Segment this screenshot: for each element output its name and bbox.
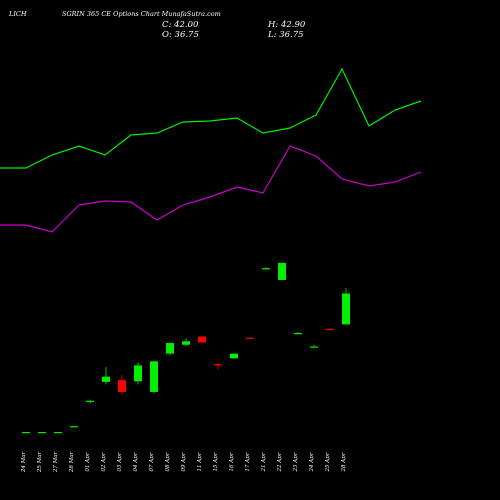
x-tick-label: 04 Apr	[133, 452, 139, 471]
x-tick-label: 23 Apr	[293, 452, 299, 472]
x-tick-label: 08 Apr	[165, 452, 171, 471]
x-tick-label: 17 Apr	[245, 452, 251, 471]
candle-body	[166, 343, 174, 354]
symbol-label: LICH	[9, 10, 27, 18]
x-tick-label: 24 Mar	[21, 451, 27, 473]
high-readout: H: 42.90	[268, 20, 306, 30]
candle-body	[70, 426, 78, 428]
x-tick-label: 25 Apr	[325, 452, 331, 472]
candle-body	[86, 400, 94, 402]
candle-body	[326, 328, 334, 331]
x-tick-label: 22 Apr	[277, 452, 283, 472]
candle-body	[278, 262, 286, 280]
chart-subtitle: SGRIN 365 CE Options Chart MunafaSutra.c…	[62, 10, 221, 18]
low-readout: L: 36.75	[268, 30, 304, 40]
x-tick-label: 28 Mar	[69, 451, 75, 473]
x-tick-label: 24 Apr	[309, 452, 315, 472]
candle-body	[22, 432, 30, 434]
x-tick-label: 09 Apr	[181, 452, 187, 471]
x-tick-label: 27 Mar	[53, 451, 59, 473]
x-tick-label: 16 Apr	[229, 452, 235, 471]
candle-body	[198, 336, 206, 343]
x-tick-label: 28 Apr	[341, 452, 347, 472]
candle-body	[246, 337, 254, 339]
x-tick-label: 15 Apr	[213, 452, 219, 471]
candle-body	[182, 341, 190, 345]
candle-body	[118, 380, 126, 392]
candle-body	[310, 346, 318, 348]
candle-body	[294, 333, 302, 335]
x-tick-label: 07 Apr	[149, 452, 155, 471]
candle-body	[262, 268, 270, 270]
lower-indicator-line	[0, 145, 422, 233]
open-readout: O: 36.75	[162, 30, 199, 40]
candle-body	[102, 376, 110, 382]
candle-body	[214, 364, 222, 366]
x-tick-label: 25 Mar	[37, 451, 43, 473]
candle-body	[38, 432, 46, 434]
x-tick-label: 21 Apr	[261, 452, 267, 472]
x-tick-label: 03 Apr	[117, 452, 123, 471]
upper-indicator-line	[0, 67, 422, 169]
x-tick-label: 01 Apr	[85, 452, 91, 471]
candle-body	[54, 432, 62, 434]
x-tick-label: 11 Apr	[197, 452, 203, 471]
candle-body	[150, 361, 158, 392]
candle-body	[342, 293, 350, 325]
candle-body	[134, 365, 142, 382]
candle-body	[230, 353, 238, 359]
x-tick-label: 02 Apr	[101, 452, 107, 471]
close-readout: C: 42.00	[162, 20, 199, 30]
